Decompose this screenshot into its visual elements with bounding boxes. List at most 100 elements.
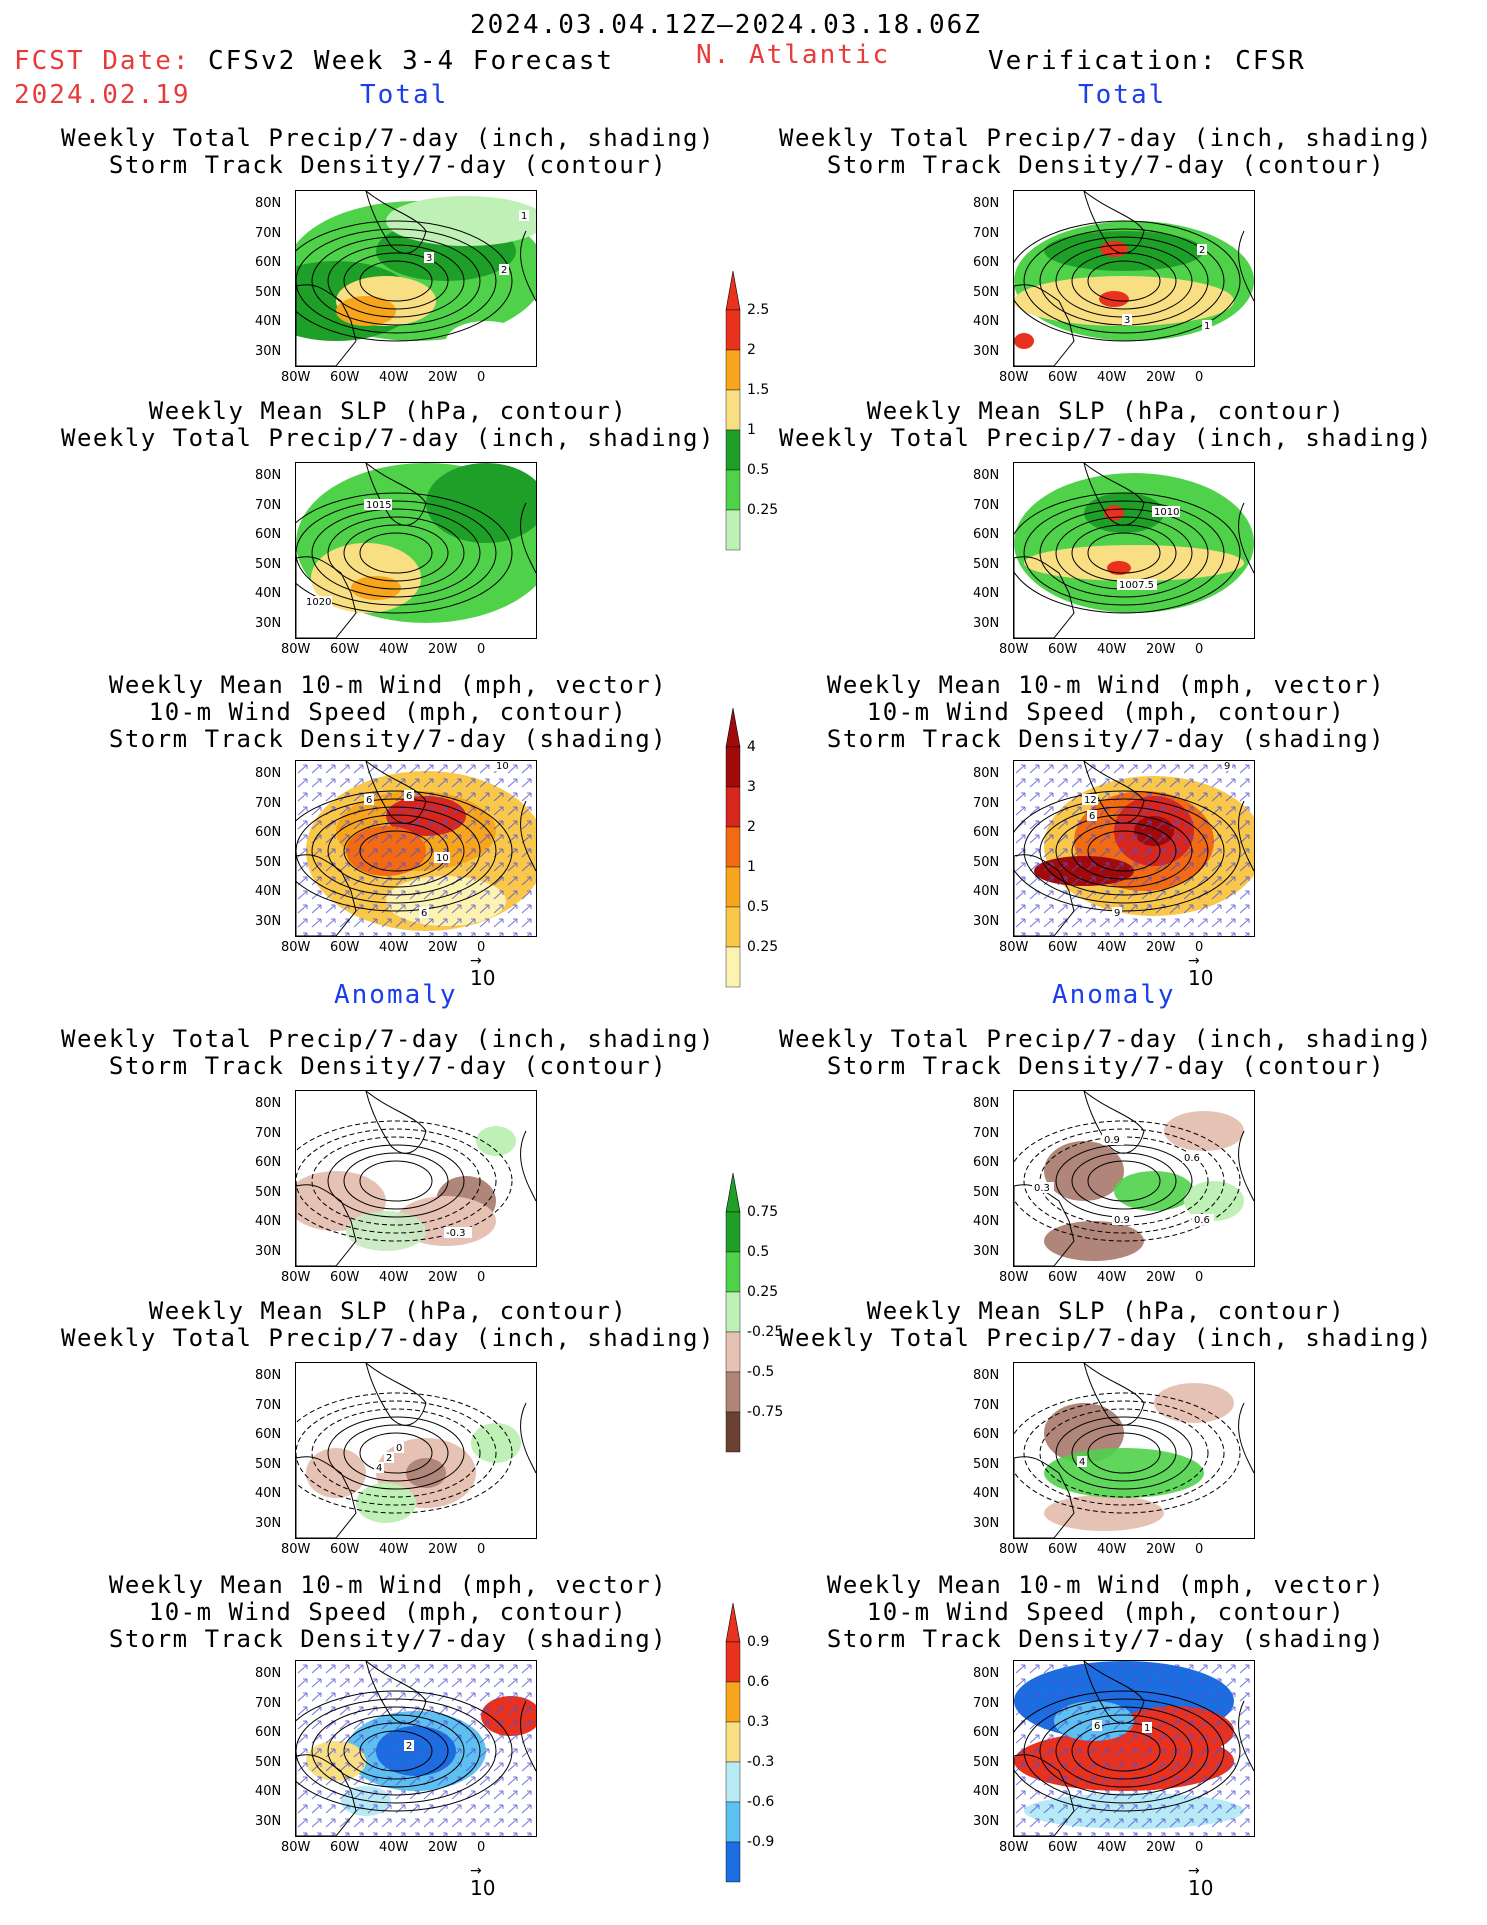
contour-label: 10: [434, 852, 450, 864]
lat-tick-label: 30N: [255, 343, 282, 359]
contour-label: 0.6: [1192, 1214, 1214, 1226]
colorbar-tick-label: 1: [747, 422, 756, 438]
lon-tick-label: 20W: [1146, 940, 1176, 955]
svg-text:2: 2: [386, 1453, 392, 1464]
colorbar-density_anom: 0.9 0.6 0.3 -0.3 -0.6 -0.9: [725, 1602, 845, 1902]
contour-label: 10: [494, 761, 510, 772]
lat-tick-label: 50N: [973, 1184, 1000, 1200]
lon-tick-label: 20W: [428, 370, 458, 385]
panel-title: Weekly Total Precip/7-day (inch, shading…: [779, 1025, 1433, 1053]
lat-tick-label: 60N: [973, 527, 1000, 542]
vector-reference: → 10: [1188, 953, 1214, 990]
panel-title: Weekly Total Precip/7-day (inch, shading…: [779, 424, 1433, 452]
colorbar-tick-label: 0.5: [747, 1244, 770, 1260]
lon-tick-label: 40W: [379, 1542, 409, 1557]
lon-tick-label: 20W: [428, 940, 458, 955]
lat-tick-label: 50N: [973, 854, 1000, 870]
lat-tick-label: 30N: [255, 1515, 282, 1531]
lat-tick-label: 60N: [973, 1725, 1000, 1740]
lon-tick-label: 80W: [999, 370, 1029, 385]
contour-label: 3: [424, 252, 434, 264]
panel-title: 10-m Wind Speed (mph, contour): [866, 1598, 1346, 1626]
section-anomaly-left: Anomaly: [334, 980, 458, 1010]
svg-text:6: 6: [421, 908, 427, 919]
panel-title: Weekly Total Precip/7-day (inch, shading…: [779, 124, 1433, 152]
vector-reference: → 10: [470, 1863, 496, 1900]
colorbar-precip_anom: 0.75 0.5 0.25 -0.25 -0.5 -0.75: [725, 1172, 845, 1472]
contour-label: 2: [404, 1740, 414, 1752]
contour-label: 0.9: [1112, 1214, 1134, 1226]
colorbar-tick-label: 0.25: [747, 1284, 779, 1300]
colorbar-tick-label: 0.25: [747, 502, 779, 518]
verification-title: Verification: CFSR: [988, 46, 1306, 76]
lat-tick-label: 50N: [255, 556, 282, 572]
panel-title: Storm Track Density/7-day (shading): [826, 1625, 1386, 1653]
contour-label: 0: [394, 1442, 404, 1454]
lat-tick-label: 70N: [973, 795, 1000, 811]
contour-label: 1: [519, 210, 529, 222]
lon-tick-label: 0: [477, 642, 486, 657]
lon-tick-label: 40W: [1097, 370, 1127, 385]
contour-label: 4: [374, 1462, 384, 1474]
svg-text:1007.5: 1007.5: [1119, 580, 1154, 591]
lat-tick-label: 40N: [255, 1784, 282, 1799]
map-panel-r5: 4: [1013, 1362, 1255, 1539]
panel-title: Weekly Mean 10-m Wind (mph, vector): [108, 1571, 668, 1599]
contour-label: 6: [364, 794, 374, 806]
lat-tick-label: 40N: [255, 1214, 282, 1229]
lon-tick-label: 40W: [1097, 1270, 1127, 1285]
lat-tick-label: 50N: [973, 1754, 1000, 1770]
lat-tick-label: 40N: [973, 586, 1000, 601]
section-total-right: Total: [1078, 80, 1167, 110]
colorbar-tick-label: 0.25: [747, 939, 779, 955]
lat-tick-label: 60N: [973, 825, 1000, 840]
panel-title: Storm Track Density/7-day (contour): [826, 151, 1386, 179]
svg-text:2: 2: [406, 1741, 412, 1752]
svg-text:3: 3: [1124, 315, 1130, 326]
lat-tick-label: 80N: [973, 196, 1000, 211]
contour-label: 6: [1092, 1720, 1102, 1732]
lat-tick-label: 50N: [973, 284, 1000, 300]
lon-tick-label: 40W: [379, 1270, 409, 1285]
lat-tick-label: 70N: [255, 1125, 282, 1141]
panel-title: Weekly Total Precip/7-day (inch, shading…: [61, 1025, 715, 1053]
lat-tick-label: 30N: [973, 1243, 1000, 1259]
map-panel-r2: 1010 1007.5: [1013, 462, 1255, 639]
svg-text:9: 9: [1114, 908, 1120, 919]
colorbar-tick-label: -0.75: [747, 1404, 784, 1420]
lat-tick-label: 40N: [973, 1214, 1000, 1229]
svg-text:0.6: 0.6: [1184, 1153, 1200, 1164]
lat-tick-label: 50N: [255, 1456, 282, 1472]
contour-label: -0.3: [444, 1227, 472, 1239]
lon-tick-label: 40W: [379, 940, 409, 955]
svg-text:1: 1: [1204, 321, 1210, 332]
contour-label: 2: [499, 264, 509, 276]
map-panel-l6: 2: [295, 1660, 537, 1837]
lat-tick-label: 60N: [973, 1427, 1000, 1442]
lon-tick-label: 20W: [1146, 1270, 1176, 1285]
contour-label: 9: [1112, 907, 1122, 919]
lon-tick-label: 40W: [379, 1840, 409, 1855]
lon-tick-label: 40W: [1097, 940, 1127, 955]
lat-tick-label: 80N: [255, 468, 282, 483]
panel-title: Weekly Total Precip/7-day (inch, shading…: [61, 124, 715, 152]
colorbar-tick-label: -0.9: [747, 1834, 775, 1850]
lon-tick-label: 0: [477, 370, 486, 385]
lon-tick-label: 0: [1195, 642, 1204, 657]
svg-text:4: 4: [1079, 1457, 1085, 1468]
colorbar-density: 4 3 2 1 0.5 0.25: [725, 707, 845, 1007]
map-panel-r3: 9 12 6 9: [1013, 760, 1255, 937]
svg-text:10: 10: [496, 761, 509, 772]
lon-tick-label: 0: [1195, 1270, 1204, 1285]
section-anomaly-right: Anomaly: [1052, 980, 1176, 1010]
colorbar-tick-label: 0.5: [747, 462, 770, 478]
lat-tick-label: 40N: [973, 884, 1000, 899]
svg-text:1015: 1015: [366, 500, 391, 511]
svg-text:0.3: 0.3: [1034, 1183, 1050, 1194]
contour-label: 3: [1122, 314, 1132, 326]
svg-text:2: 2: [1199, 245, 1205, 256]
lat-tick-label: 50N: [973, 556, 1000, 572]
contour-label: 9: [1222, 761, 1232, 772]
